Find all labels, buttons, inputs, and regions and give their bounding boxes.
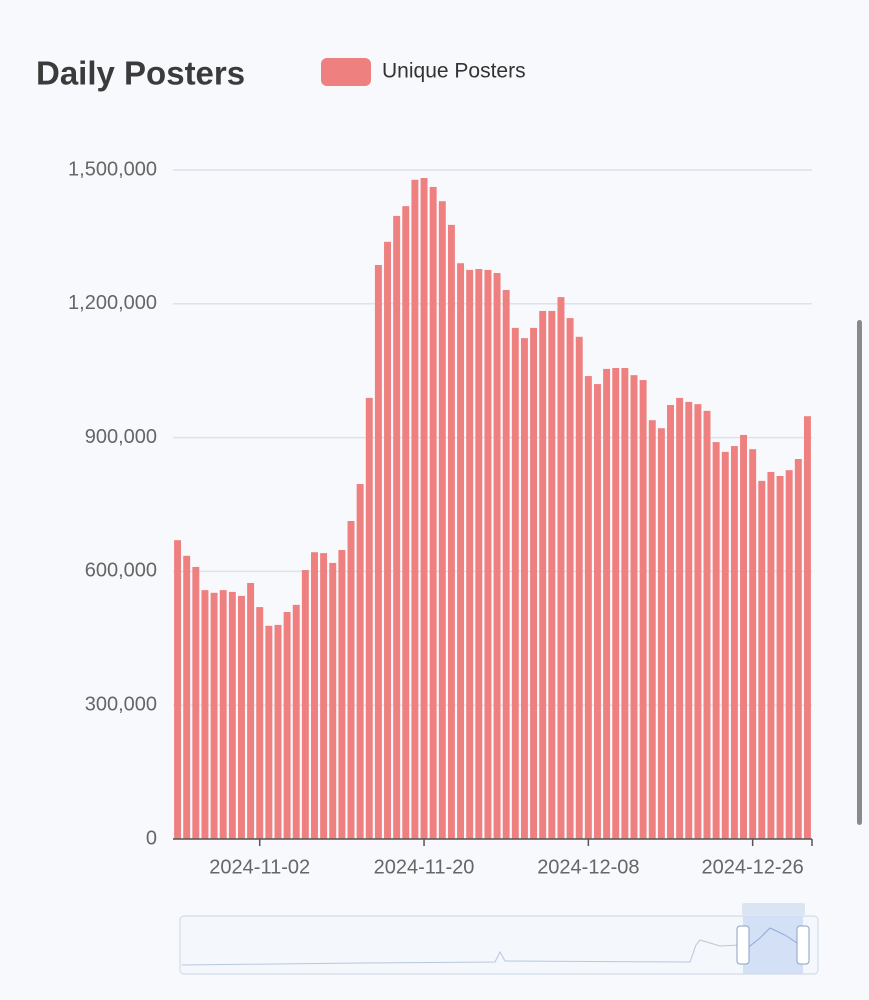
bar bbox=[520, 338, 528, 839]
x-tick-label: 2024-12-08 bbox=[537, 856, 639, 878]
bar bbox=[420, 178, 428, 839]
bar bbox=[210, 592, 218, 839]
zoom-track bbox=[179, 915, 819, 975]
x-tick-label: 2024-12-26 bbox=[702, 856, 804, 878]
bar bbox=[740, 434, 748, 839]
bar bbox=[447, 224, 455, 839]
bar bbox=[612, 368, 620, 839]
bar bbox=[338, 549, 346, 839]
zoom-window[interactable] bbox=[743, 916, 803, 974]
bar bbox=[320, 553, 328, 839]
zoom-top-handle[interactable] bbox=[742, 903, 805, 915]
bar bbox=[228, 591, 236, 839]
bar bbox=[667, 405, 674, 839]
chart-title: Daily Posters bbox=[36, 55, 245, 92]
bar bbox=[685, 401, 693, 839]
legend-swatch[interactable] bbox=[321, 58, 371, 86]
bar bbox=[347, 521, 355, 839]
bar bbox=[603, 368, 611, 839]
bar bbox=[594, 384, 601, 839]
zoom-left-handle[interactable] bbox=[736, 925, 750, 965]
bar bbox=[630, 375, 638, 839]
x-tick-label: 2024-11-02 bbox=[209, 856, 310, 878]
bar bbox=[201, 590, 209, 839]
bar bbox=[192, 566, 200, 839]
bar bbox=[292, 604, 300, 839]
bar bbox=[484, 269, 492, 839]
bar bbox=[803, 416, 811, 839]
zoom-preview bbox=[181, 939, 746, 966]
bar bbox=[575, 336, 583, 839]
bar bbox=[548, 310, 556, 839]
bar bbox=[283, 611, 291, 839]
bar bbox=[183, 555, 191, 839]
zoom-right-handle[interactable] bbox=[796, 925, 810, 965]
zoom-window-preview bbox=[744, 927, 801, 951]
bar bbox=[785, 470, 793, 839]
bar bbox=[657, 428, 665, 839]
x-tick-label: 2024-11-20 bbox=[374, 856, 475, 878]
bar bbox=[365, 397, 373, 839]
y-tick-label: 1,200,000 bbox=[68, 292, 157, 314]
bar bbox=[265, 625, 273, 839]
bar bbox=[730, 446, 738, 839]
bar bbox=[566, 318, 574, 839]
bar bbox=[712, 442, 720, 839]
y-tick-label: 1,500,000 bbox=[68, 158, 157, 180]
bar bbox=[584, 376, 592, 839]
data-zoom[interactable] bbox=[179, 903, 819, 975]
bar bbox=[530, 327, 538, 839]
bar bbox=[237, 595, 245, 839]
scrollbar[interactable] bbox=[857, 320, 862, 825]
bar bbox=[502, 289, 510, 839]
bar bbox=[767, 471, 775, 839]
bar bbox=[639, 380, 647, 839]
bar bbox=[429, 186, 437, 839]
bar bbox=[539, 310, 547, 839]
bar bbox=[174, 540, 182, 839]
bar bbox=[794, 459, 802, 839]
bar bbox=[411, 179, 419, 839]
bar bbox=[393, 215, 401, 840]
bar bbox=[329, 562, 337, 839]
y-tick-label: 300,000 bbox=[85, 693, 157, 715]
bar bbox=[466, 269, 474, 839]
y-tick-label: 600,000 bbox=[85, 560, 157, 582]
bar bbox=[703, 410, 711, 839]
bar bbox=[384, 241, 391, 839]
bar bbox=[511, 327, 519, 839]
bar bbox=[557, 297, 565, 839]
bar bbox=[694, 404, 702, 839]
bar bbox=[648, 420, 656, 839]
bar bbox=[374, 264, 382, 839]
bar bbox=[274, 624, 282, 839]
y-tick-label: 0 bbox=[146, 827, 157, 849]
bar bbox=[749, 449, 757, 839]
bar bbox=[256, 607, 264, 839]
bar bbox=[311, 552, 318, 839]
bar bbox=[402, 206, 410, 840]
bar bbox=[676, 397, 684, 839]
bar bbox=[356, 483, 364, 839]
bar bbox=[219, 590, 227, 839]
bar bbox=[493, 273, 501, 839]
bar bbox=[621, 368, 629, 839]
bar bbox=[247, 582, 255, 839]
bar bbox=[438, 201, 446, 840]
bar bbox=[475, 269, 483, 840]
bar bbox=[758, 480, 766, 839]
legend-label[interactable]: Unique Posters bbox=[382, 60, 526, 83]
bar bbox=[776, 475, 784, 839]
bar bbox=[457, 263, 465, 839]
y-tick-label: 900,000 bbox=[85, 426, 157, 448]
bar bbox=[301, 570, 309, 839]
bar bbox=[721, 451, 729, 839]
